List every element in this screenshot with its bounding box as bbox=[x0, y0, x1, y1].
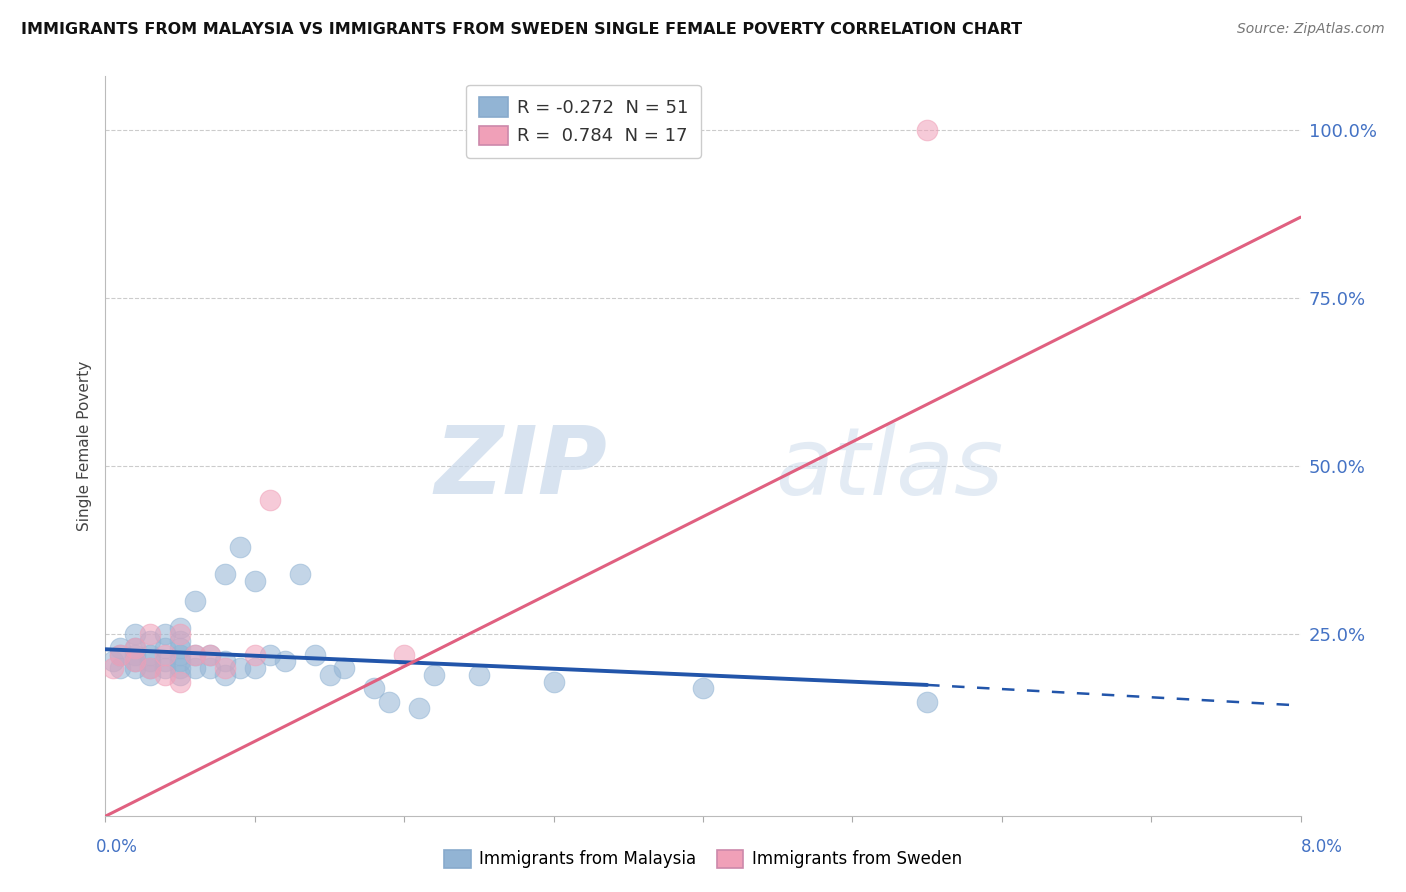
Point bbox=[101, 654, 124, 668]
Point bbox=[333, 661, 356, 675]
Point bbox=[198, 648, 221, 662]
Point bbox=[198, 661, 221, 675]
Point bbox=[408, 701, 430, 715]
Point bbox=[378, 695, 401, 709]
Point bbox=[198, 648, 221, 662]
Point bbox=[169, 648, 191, 662]
Point bbox=[259, 492, 281, 507]
Legend: Immigrants from Malaysia, Immigrants from Sweden: Immigrants from Malaysia, Immigrants fro… bbox=[436, 841, 970, 877]
Point bbox=[169, 654, 191, 668]
Point bbox=[110, 648, 132, 662]
Point bbox=[110, 648, 132, 662]
Text: 0.0%: 0.0% bbox=[96, 838, 138, 855]
Point bbox=[169, 634, 191, 648]
Point bbox=[124, 654, 146, 668]
Point bbox=[184, 594, 207, 608]
Text: Source: ZipAtlas.com: Source: ZipAtlas.com bbox=[1237, 22, 1385, 37]
Point bbox=[288, 566, 311, 581]
Point bbox=[184, 648, 207, 662]
Point bbox=[229, 661, 252, 675]
Point bbox=[243, 661, 266, 675]
Point bbox=[169, 661, 191, 675]
Point bbox=[169, 674, 191, 689]
Point bbox=[915, 695, 938, 709]
Point bbox=[273, 654, 295, 668]
Point bbox=[423, 668, 446, 682]
Point bbox=[915, 122, 938, 136]
Point bbox=[153, 640, 177, 655]
Point bbox=[214, 668, 236, 682]
Text: ZIP: ZIP bbox=[434, 422, 607, 514]
Point bbox=[124, 627, 146, 641]
Point bbox=[243, 648, 266, 662]
Point bbox=[110, 661, 132, 675]
Point bbox=[363, 681, 385, 696]
Point bbox=[153, 648, 177, 662]
Point bbox=[153, 627, 177, 641]
Point bbox=[543, 674, 565, 689]
Point bbox=[214, 566, 236, 581]
Point bbox=[229, 540, 252, 554]
Point bbox=[124, 640, 146, 655]
Point bbox=[169, 627, 191, 641]
Point bbox=[184, 648, 207, 662]
Point bbox=[468, 668, 491, 682]
Point bbox=[139, 627, 162, 641]
Point bbox=[153, 661, 177, 675]
Point bbox=[214, 661, 236, 675]
Point bbox=[124, 648, 146, 662]
Legend: R = -0.272  N = 51, R =  0.784  N = 17: R = -0.272 N = 51, R = 0.784 N = 17 bbox=[467, 85, 700, 158]
Point bbox=[124, 640, 146, 655]
Point bbox=[184, 661, 207, 675]
Point bbox=[243, 574, 266, 588]
Text: IMMIGRANTS FROM MALAYSIA VS IMMIGRANTS FROM SWEDEN SINGLE FEMALE POVERTY CORRELA: IMMIGRANTS FROM MALAYSIA VS IMMIGRANTS F… bbox=[21, 22, 1022, 37]
Point bbox=[392, 648, 416, 662]
Text: atlas: atlas bbox=[775, 423, 1002, 514]
Point bbox=[124, 654, 146, 668]
Point bbox=[101, 661, 124, 675]
Text: 8.0%: 8.0% bbox=[1301, 838, 1343, 855]
Point bbox=[169, 640, 191, 655]
Point bbox=[139, 648, 162, 662]
Point bbox=[169, 621, 191, 635]
Point bbox=[692, 681, 714, 696]
Point bbox=[139, 634, 162, 648]
Point bbox=[153, 668, 177, 682]
Point bbox=[110, 640, 132, 655]
Y-axis label: Single Female Poverty: Single Female Poverty bbox=[77, 361, 93, 531]
Point bbox=[139, 654, 162, 668]
Point bbox=[153, 654, 177, 668]
Point bbox=[139, 661, 162, 675]
Point bbox=[214, 654, 236, 668]
Point bbox=[139, 668, 162, 682]
Point bbox=[124, 661, 146, 675]
Point bbox=[304, 648, 326, 662]
Point bbox=[169, 668, 191, 682]
Point bbox=[318, 668, 340, 682]
Point bbox=[259, 648, 281, 662]
Point bbox=[139, 661, 162, 675]
